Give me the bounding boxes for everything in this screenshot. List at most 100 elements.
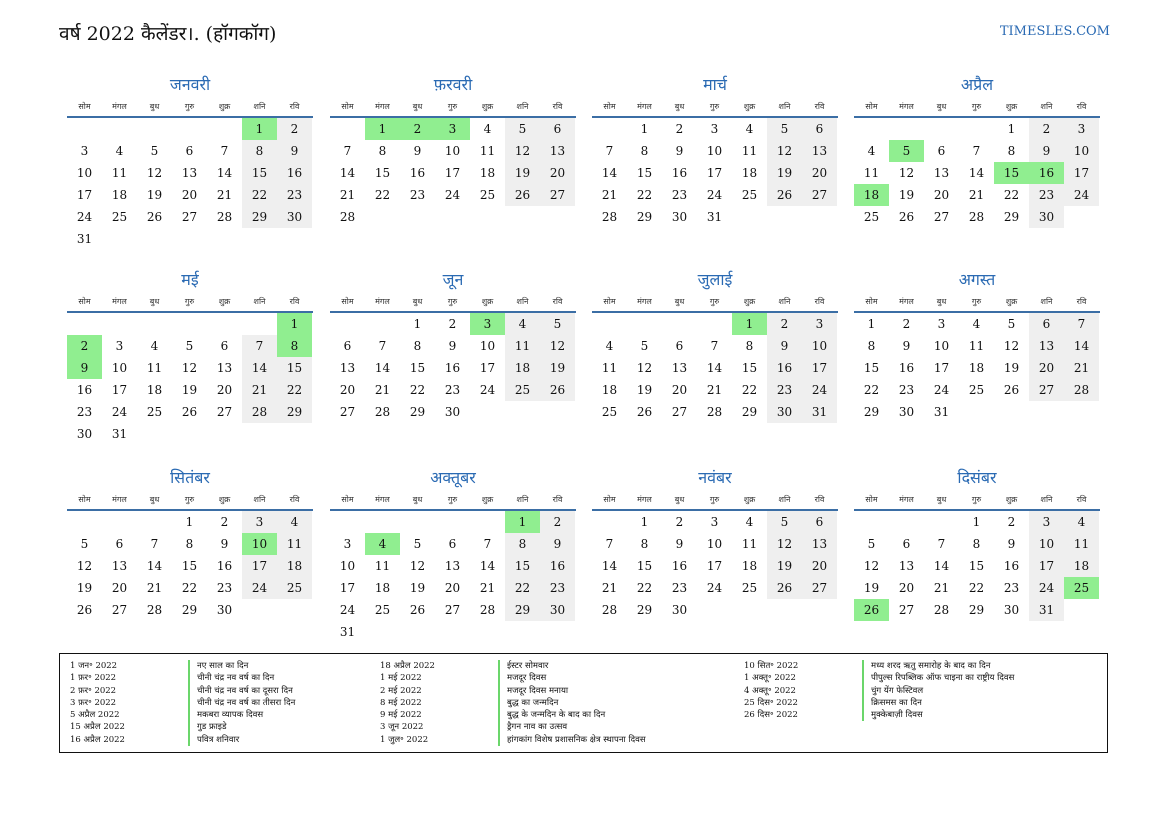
legend-row: 18 अप्रैल 2022 ईस्टर सोमवार [380, 660, 646, 673]
holiday-name: बुद्ध के जन्मदिन के बाद का दिन [498, 709, 605, 722]
weekday-label: रवि [552, 495, 563, 504]
weekday-label: रवि [1076, 297, 1087, 306]
day-cell: 27 [181, 210, 198, 224]
month-name: जनवरी [169, 75, 211, 94]
day-cell: 17 [242, 555, 277, 577]
day-cell: 6 [937, 144, 946, 158]
weekday-label: मंगल [112, 495, 127, 504]
day-cell: 1 [732, 313, 767, 335]
day-cell: 3 [242, 511, 277, 533]
day-cell: 10 [339, 559, 356, 573]
day-cell: 25 [374, 603, 391, 617]
empty-cell [172, 313, 207, 335]
day-cell: 12 [898, 166, 915, 180]
day-cell: 13 [933, 166, 950, 180]
day-cell: 21 [1064, 357, 1099, 379]
empty-cell [207, 313, 242, 335]
day-cell: 21 [968, 188, 985, 202]
weekday-header: सोम मंगल बुध गुरु शुक्र शनि रवि [330, 98, 576, 116]
legend-row: 1 जुल॰ 2022 हांगकांग विशेष प्रशासनिक क्षे… [380, 733, 646, 747]
day-cell: 11 [111, 166, 128, 180]
day-cell: 8 [242, 140, 277, 162]
day-cell: 19 [540, 357, 575, 379]
day-cell: 10 [444, 144, 461, 158]
day-grid: 1 2 3 4 5 6 7 8 9 10 11 12 13 14 15 16 17 18 19 20 21 22 23 24 2… [67, 313, 313, 445]
day-cell: 18 [479, 166, 496, 180]
weekday-label: बुध [936, 495, 947, 504]
day-cell: 4 [115, 144, 124, 158]
day-cell: 25 [277, 577, 312, 599]
empty-cell [697, 313, 732, 335]
holiday-date: 4 अक्तू॰ 2022 [744, 685, 796, 696]
day-cell: 13 [339, 361, 356, 375]
day-cell: 10 [76, 166, 93, 180]
empty-cell [330, 511, 365, 533]
day-cell: 6 [448, 537, 457, 551]
weekday-label: सोम [603, 495, 616, 504]
site-link[interactable]: TIMESLES.COM [999, 24, 1110, 39]
day-cell: 17 [933, 361, 950, 375]
holiday-name: नए साल का दिन [188, 660, 248, 673]
holiday-date: 16 अप्रैल 2022 [70, 734, 125, 745]
day-cell: 13 [802, 140, 837, 162]
day-cell: 22 [1003, 188, 1020, 202]
day-cell: 7 [378, 339, 387, 353]
day-cell: 7 [972, 144, 981, 158]
day-cell: 28 [601, 603, 618, 617]
header-rule [854, 116, 1100, 118]
day-cell: 16 [277, 162, 312, 184]
day-cell: 9 [767, 335, 802, 357]
empty-cell [662, 313, 697, 335]
day-cell: 29 [242, 206, 277, 228]
day-cell: 24 [706, 581, 723, 595]
day-cell: 15 [994, 162, 1029, 184]
empty-cell [102, 313, 137, 335]
day-cell: 18 [1064, 555, 1099, 577]
day-cell: 28 [479, 603, 496, 617]
day-cell: 1 [640, 515, 649, 529]
day-cell: 3 [710, 122, 719, 136]
holiday-date: 1 जन॰ 2022 [70, 661, 118, 671]
weekday-label: गुरु [447, 297, 458, 306]
day-cell: 27 [933, 210, 950, 224]
weekday-label: शनि [253, 297, 266, 306]
holiday-name: चीनी चंद्र नव वर्ष का दूसरा दिन [188, 684, 293, 697]
day-cell: 20 [216, 383, 233, 397]
day-cell: 29 [181, 603, 198, 617]
day-cell: 5 [1007, 317, 1016, 331]
weekday-label: मंगल [375, 495, 390, 504]
day-cell: 25 [741, 188, 758, 202]
day-cell: 27 [444, 603, 461, 617]
day-cell: 31 [111, 427, 128, 441]
day-cell: 1 [365, 118, 400, 140]
day-cell: 1 [505, 511, 540, 533]
legend-row: 5 अप्रैल 2022 मकबरा व्यापक दिवस [70, 709, 295, 722]
month-block: दिसंबर सोम मंगल बुध गुरु शुक्र शनि रवि 1 2 3 4 5 6 7 8 9… [854, 465, 1100, 621]
weekday-label: मंगल [112, 102, 127, 111]
legend-row: 15 अप्रैल 2022 गुड फ्राइडे [70, 721, 295, 734]
day-cell: 9 [540, 533, 575, 555]
day-cell: 7 [710, 339, 719, 353]
day-cell: 5 [413, 537, 422, 551]
day-cell: 11 [741, 537, 758, 551]
month-name: मई [181, 270, 199, 289]
day-cell: 9 [413, 144, 422, 158]
weekday-label: शुक्र [218, 495, 231, 504]
day-cell: 16 [1029, 162, 1064, 184]
empty-cell [959, 118, 994, 140]
weekday-label: बुध [936, 297, 947, 306]
day-cell: 21 [374, 383, 391, 397]
day-grid: 1 2 3 4 5 6 7 8 9 10 11 12 13 14 15 16 17 18 19 20 21 22 23 24 2… [592, 313, 838, 423]
day-cell: 31 [1029, 599, 1064, 621]
day-cell: 3 [80, 144, 89, 158]
empty-cell [330, 118, 365, 140]
weekday-label: गुरु [184, 495, 195, 504]
day-cell: 12 [767, 533, 802, 555]
empty-cell [137, 118, 172, 140]
day-cell: 28 [968, 210, 985, 224]
day-grid: 1 2 3 4 5 6 7 8 9 10 11 12 13 14 15 16 17 18 19 20 21 22 23 24 2… [854, 511, 1100, 621]
day-cell: 20 [540, 162, 575, 184]
weekday-label: मंगल [375, 102, 390, 111]
day-cell: 21 [601, 188, 618, 202]
legend-row: 1 अक्तू॰ 2022 पीपुल्स रिपब्लिक ऑफ चाइना क… [744, 672, 1014, 685]
